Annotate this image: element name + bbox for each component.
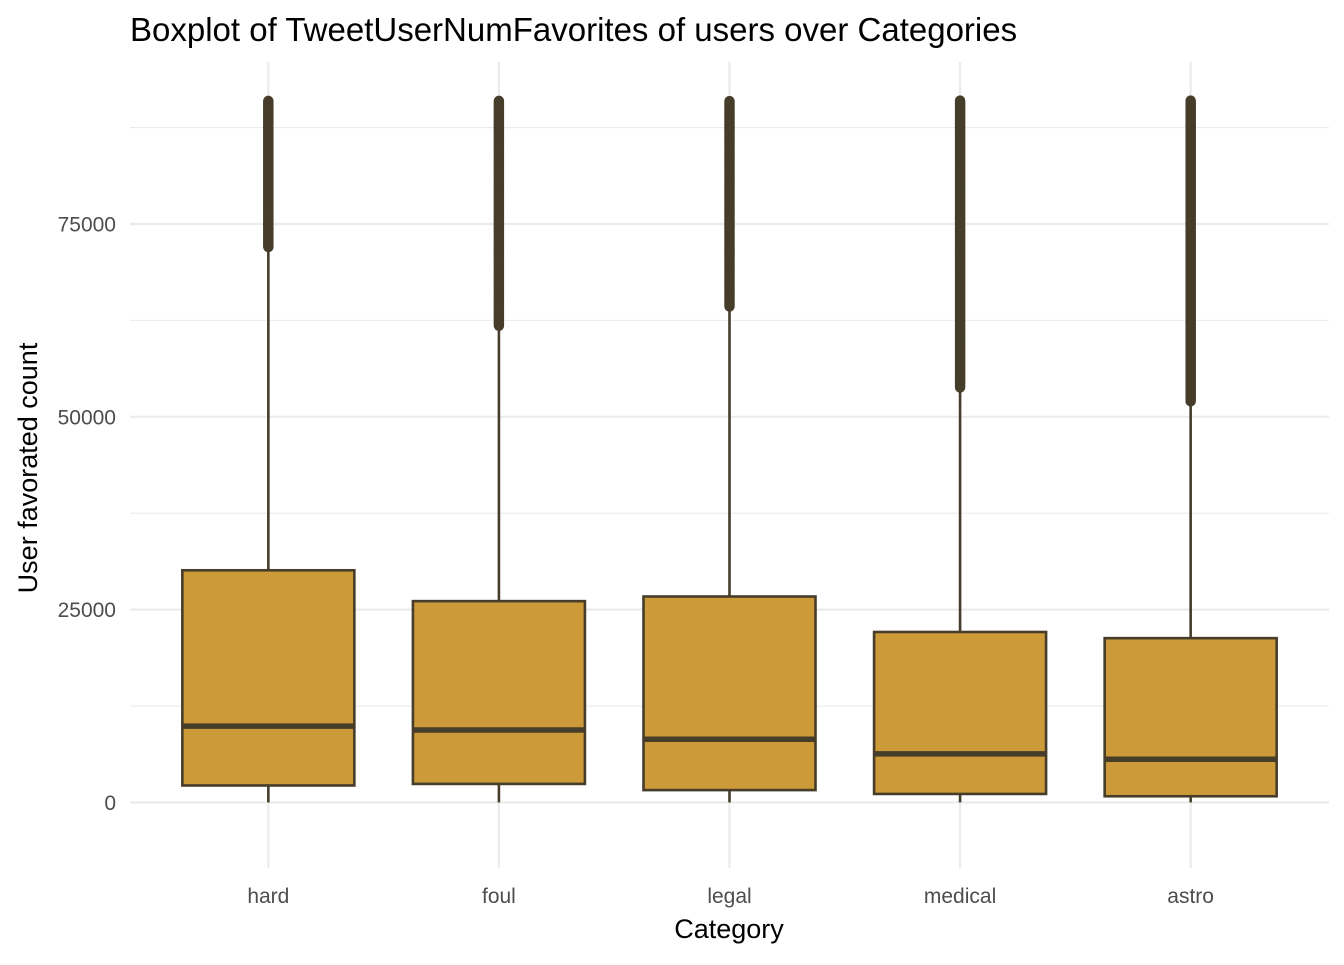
box-group-hard: [181, 95, 356, 803]
y-tick-label: 50000: [58, 406, 116, 429]
y-tick-label: 25000: [58, 599, 116, 622]
x-axis-title: Category: [674, 914, 784, 944]
x-tick-label: hard: [247, 885, 289, 908]
x-tick-label: medical: [924, 885, 996, 908]
box-group-medical: [872, 95, 1048, 803]
y-tick-label: 75000: [58, 213, 116, 236]
x-tick-label: foul: [482, 885, 516, 908]
outlier-point: [1185, 95, 1196, 106]
box-group-legal: [642, 95, 817, 803]
outlier-point: [724, 95, 735, 107]
box-iqr: [1103, 636, 1278, 798]
box-iqr: [872, 630, 1048, 796]
box-iqr: [411, 599, 587, 786]
x-tick-label: legal: [707, 885, 751, 908]
axis-layer: 0 25000 50000 75000 hard foul legal medical astr…: [58, 213, 1214, 908]
outlier-point: [954, 95, 966, 106]
box-group-astro: [1103, 95, 1278, 803]
box-layer: [181, 95, 1278, 803]
y-tick-label: 0: [104, 792, 116, 815]
chart-title: Boxplot of TweetUserNumFavorites of user…: [130, 11, 1017, 48]
y-axis-title: User favorated count: [13, 342, 43, 593]
box-group-foul: [411, 95, 587, 803]
box-iqr: [181, 568, 356, 787]
x-tick-label: astro: [1167, 885, 1214, 908]
outlier-point: [263, 95, 274, 107]
box-iqr: [642, 595, 817, 792]
outlier-point: [493, 95, 505, 107]
